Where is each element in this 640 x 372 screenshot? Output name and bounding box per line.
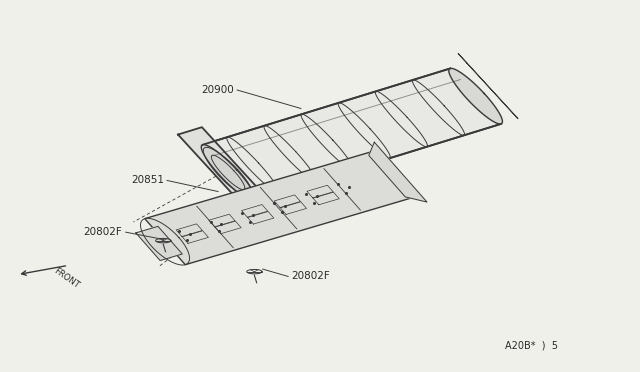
Text: 20802F: 20802F	[291, 272, 330, 282]
Polygon shape	[449, 68, 502, 124]
Text: A20B*  )  5: A20B* ) 5	[505, 340, 558, 350]
Text: FRONT: FRONT	[52, 266, 81, 291]
Polygon shape	[211, 155, 245, 190]
Polygon shape	[178, 127, 278, 218]
Polygon shape	[201, 145, 255, 200]
Polygon shape	[369, 142, 427, 202]
Polygon shape	[136, 226, 182, 260]
Text: 20802F: 20802F	[84, 227, 122, 237]
Text: 20900: 20900	[201, 85, 234, 95]
Polygon shape	[203, 68, 501, 200]
Text: 20851: 20851	[131, 176, 164, 186]
Polygon shape	[145, 152, 412, 265]
